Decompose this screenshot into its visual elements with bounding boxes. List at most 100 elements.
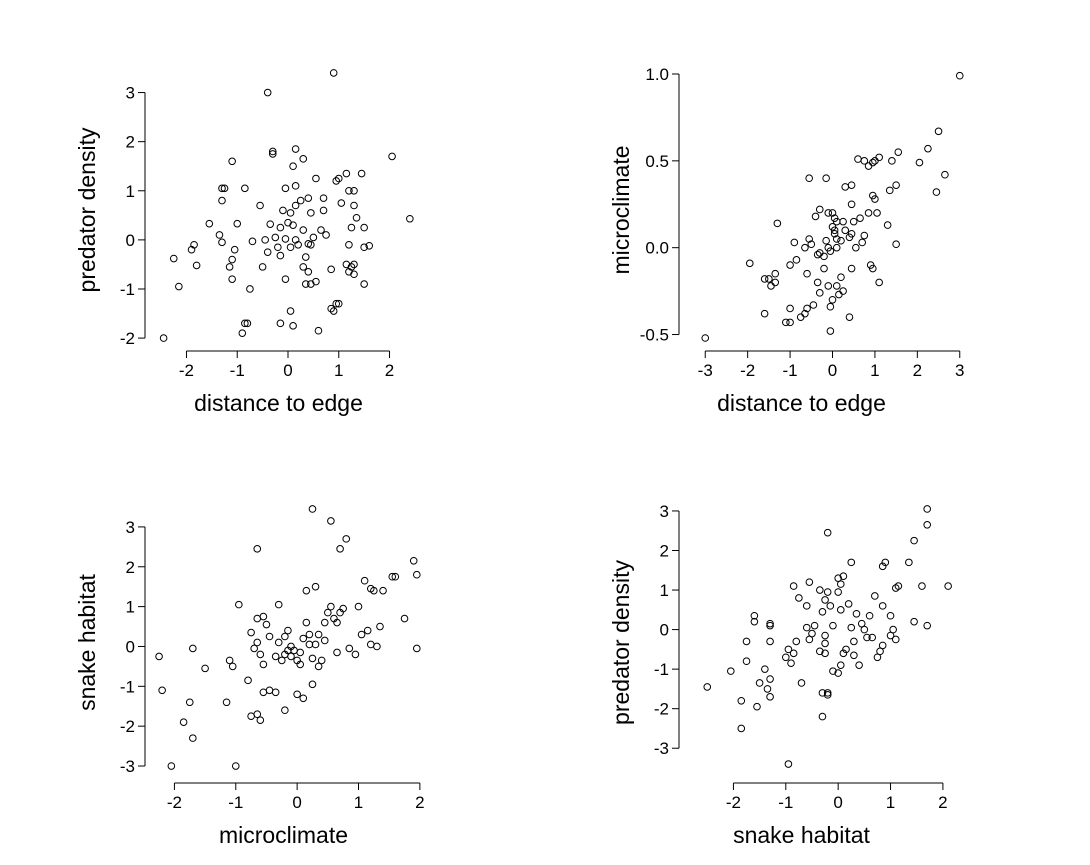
y-axis-title: microclimate bbox=[608, 145, 634, 274]
y-tick-label: 3 bbox=[660, 502, 669, 521]
data-point bbox=[319, 206, 328, 215]
data-point bbox=[881, 558, 890, 567]
data-point bbox=[301, 280, 310, 288]
data-point bbox=[215, 231, 224, 239]
data-point bbox=[253, 638, 262, 647]
data-point bbox=[185, 698, 194, 707]
x-tick-label: 2 bbox=[415, 793, 424, 812]
data-point bbox=[247, 628, 255, 637]
data-point bbox=[745, 259, 754, 268]
data-point bbox=[934, 127, 943, 136]
data-point bbox=[391, 572, 400, 581]
data-point bbox=[809, 301, 818, 309]
data-point bbox=[818, 607, 827, 616]
data-point bbox=[850, 637, 858, 646]
data-point bbox=[271, 688, 280, 697]
data-point bbox=[766, 619, 774, 628]
data-point bbox=[299, 634, 308, 643]
data-point bbox=[955, 71, 964, 80]
data-point bbox=[841, 183, 850, 191]
data-point bbox=[235, 600, 243, 609]
data-point bbox=[849, 217, 858, 226]
data-point bbox=[281, 275, 290, 283]
data-point bbox=[320, 636, 329, 645]
data-point bbox=[317, 226, 325, 234]
data-point bbox=[802, 623, 811, 632]
data-point bbox=[345, 240, 353, 249]
x-tick-label: -1 bbox=[778, 793, 793, 812]
data-point bbox=[813, 278, 822, 287]
panel-1: -2 -1 0 1 2 -2 -1 0 1 2 3 distance to edge predator … bbox=[74, 69, 414, 416]
data-point bbox=[412, 644, 421, 653]
data-point bbox=[832, 243, 841, 252]
data-point bbox=[351, 650, 360, 659]
data-point bbox=[737, 724, 746, 733]
data-point bbox=[334, 299, 343, 308]
data-point bbox=[821, 649, 829, 658]
data-point bbox=[828, 295, 837, 304]
data-point bbox=[357, 630, 366, 639]
data-point bbox=[228, 662, 237, 671]
y-tick-label: -1 bbox=[654, 660, 669, 679]
data-point bbox=[253, 710, 262, 719]
data-point bbox=[228, 255, 236, 264]
data-point bbox=[871, 157, 879, 165]
data-point bbox=[258, 263, 267, 271]
y-tick-label: 2 bbox=[660, 542, 669, 561]
data-point bbox=[291, 182, 300, 190]
x-tick-label: 1 bbox=[886, 793, 895, 812]
data-point bbox=[786, 304, 794, 313]
data-point bbox=[810, 621, 819, 630]
data-point bbox=[400, 614, 409, 623]
data-point bbox=[205, 219, 214, 228]
data-point bbox=[314, 662, 323, 671]
data-point bbox=[836, 661, 845, 669]
data-point bbox=[815, 205, 824, 214]
data-point bbox=[220, 184, 229, 193]
data-point bbox=[363, 626, 372, 635]
data-point bbox=[792, 256, 801, 264]
x-tick-label: 2 bbox=[913, 361, 922, 380]
data-point bbox=[155, 652, 163, 661]
data-point bbox=[189, 644, 197, 653]
data-point bbox=[308, 505, 317, 513]
data-point bbox=[802, 602, 811, 610]
data-point bbox=[845, 233, 854, 242]
data-point bbox=[304, 194, 313, 202]
data-point bbox=[299, 155, 308, 163]
data-point bbox=[826, 327, 835, 335]
data-point bbox=[274, 243, 282, 252]
data-point bbox=[271, 652, 280, 661]
data-point bbox=[826, 247, 835, 255]
data-point bbox=[406, 214, 414, 223]
data-point bbox=[766, 675, 774, 683]
data-point bbox=[259, 688, 268, 697]
data-point bbox=[860, 625, 869, 634]
data-point bbox=[826, 302, 835, 311]
data-point bbox=[786, 318, 794, 327]
data-point bbox=[781, 653, 790, 662]
data-point bbox=[317, 656, 326, 665]
data-point bbox=[308, 654, 317, 663]
data-point bbox=[225, 656, 234, 665]
data-point bbox=[873, 209, 881, 217]
data-point bbox=[261, 236, 269, 244]
data-point bbox=[886, 631, 895, 640]
data-point bbox=[246, 285, 254, 293]
data-point bbox=[327, 265, 335, 274]
data-point bbox=[281, 706, 289, 715]
data-point bbox=[179, 718, 188, 726]
data-point bbox=[892, 240, 900, 249]
data-point bbox=[311, 640, 320, 649]
data-point bbox=[910, 617, 918, 626]
y-tick-label: -1 bbox=[120, 280, 135, 299]
data-point bbox=[801, 243, 809, 252]
y-tick-label: 0.5 bbox=[645, 152, 669, 171]
data-point bbox=[293, 690, 301, 699]
data-point bbox=[345, 186, 353, 195]
data-point bbox=[299, 226, 308, 234]
data-point bbox=[847, 181, 856, 189]
data-point bbox=[289, 221, 297, 229]
data-point bbox=[818, 712, 827, 721]
